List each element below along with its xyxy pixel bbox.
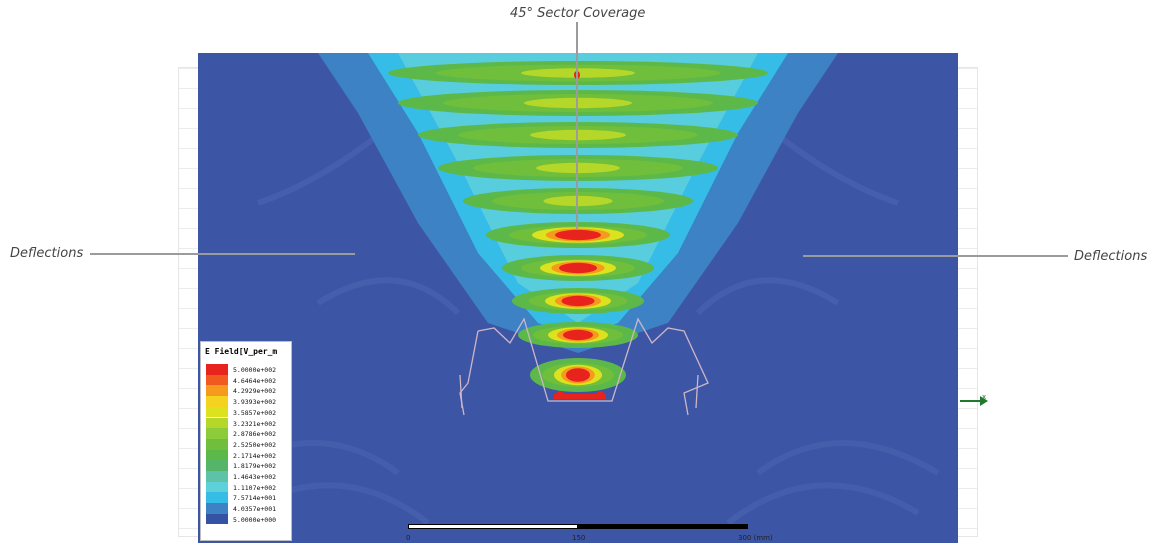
x-axis-arrow-icon: x [960, 393, 988, 406]
legend-entry: 1.4643e+002 [206, 471, 290, 482]
legend-entry: 1.1107e+002 [206, 481, 290, 493]
legend-value: 3.9393e+002 [233, 398, 277, 407]
legend-swatch [206, 417, 228, 429]
legend-swatch [206, 438, 228, 450]
legend-value: 1.4643e+002 [233, 473, 277, 481]
field-plot [198, 53, 958, 543]
field-plot-svg [198, 53, 958, 543]
annotation-deflections-right: Deflections [1074, 249, 1148, 264]
scale-bar-black [578, 524, 748, 529]
field-band-warm [530, 129, 626, 141]
legend-value: 3.2321e+002 [233, 419, 277, 428]
legend-swatch [206, 396, 228, 407]
legend-entry: 4.6464e+002 [206, 374, 290, 386]
x-axis-indicator: x [958, 391, 998, 415]
legend-value: 7.5714e+001 [233, 494, 277, 503]
legend-swatch [206, 364, 228, 375]
color-legend: E Field[V_per_m 5.0000e+002 4.6464e+002 4.… [200, 341, 292, 541]
field-band-warm [524, 97, 632, 109]
legend-swatch [206, 503, 228, 514]
legend-swatch [206, 460, 228, 471]
field-band-warm [543, 195, 613, 207]
legend-entry: 2.8786e+002 [206, 428, 290, 439]
legend-entry: 1.8179e+002 [206, 460, 290, 471]
legend-value: 1.8179e+002 [233, 462, 277, 471]
antenna-outline [459, 317, 709, 416]
field-band-peak [563, 329, 593, 341]
scale-label-150: 150 [572, 534, 586, 542]
legend-entry: 4.0357e+001 [206, 503, 290, 514]
legend-entry: 3.9393e+002 [206, 396, 290, 407]
legend-value: 2.1714e+002 [233, 451, 277, 460]
legend-swatch [206, 374, 228, 386]
annotation-deflections-left: Deflections [10, 246, 84, 261]
legend-swatch [206, 406, 228, 418]
legend-entry: 4.2929e+002 [206, 385, 290, 397]
legend-entry: 3.2321e+002 [206, 417, 290, 429]
legend-swatch [206, 471, 228, 482]
annotation-sector-coverage: 45° Sector Coverage [510, 6, 646, 21]
field-band-peak [561, 295, 595, 307]
right-leader-line [803, 255, 1068, 257]
legend-entry: 3.5857e+002 [206, 406, 290, 418]
field-band-peak [559, 262, 597, 274]
legend-title: E Field[V_per_m [205, 347, 278, 356]
legend-swatch [206, 428, 228, 439]
field-bands [388, 61, 768, 392]
legend-value: 4.0357e+001 [233, 505, 277, 514]
legend-value: 1.1107e+002 [233, 483, 277, 492]
legend-value: 3.5857e+002 [233, 408, 277, 417]
legend-swatch [206, 481, 228, 493]
left-leader-line [90, 253, 355, 255]
legend-entry: 2.5250e+002 [206, 438, 290, 450]
legend-value: 2.5250e+002 [233, 440, 277, 449]
field-band-warm [536, 162, 620, 174]
legend-value: 5.0000e+000 [233, 515, 277, 524]
legend-value: 4.2929e+002 [233, 387, 277, 396]
legend-value: 4.6464e+002 [233, 376, 277, 385]
scale-label-0: 0 [406, 534, 411, 542]
scale-bar-white [408, 524, 578, 529]
scale-label-300: 300 (mm) [738, 534, 773, 542]
legend-swatch [206, 492, 228, 504]
x-axis-label: x [982, 393, 986, 401]
legend-entry: 5.0000e+000 [206, 513, 290, 525]
field-band-peak [566, 368, 590, 382]
legend-entry: 5.0000e+002 [206, 364, 290, 375]
legend-entry: 7.5714e+001 [206, 492, 290, 504]
legend-swatch [206, 513, 228, 525]
legend-swatch [206, 385, 228, 397]
legend-value: 2.8786e+002 [233, 430, 277, 439]
legend-value: 5.0000e+002 [233, 366, 277, 374]
feed-element [554, 391, 606, 399]
top-leader-line [576, 22, 578, 230]
legend-entry: 2.1714e+002 [206, 449, 290, 461]
legend-swatch [206, 449, 228, 461]
field-band-peak [555, 229, 601, 241]
